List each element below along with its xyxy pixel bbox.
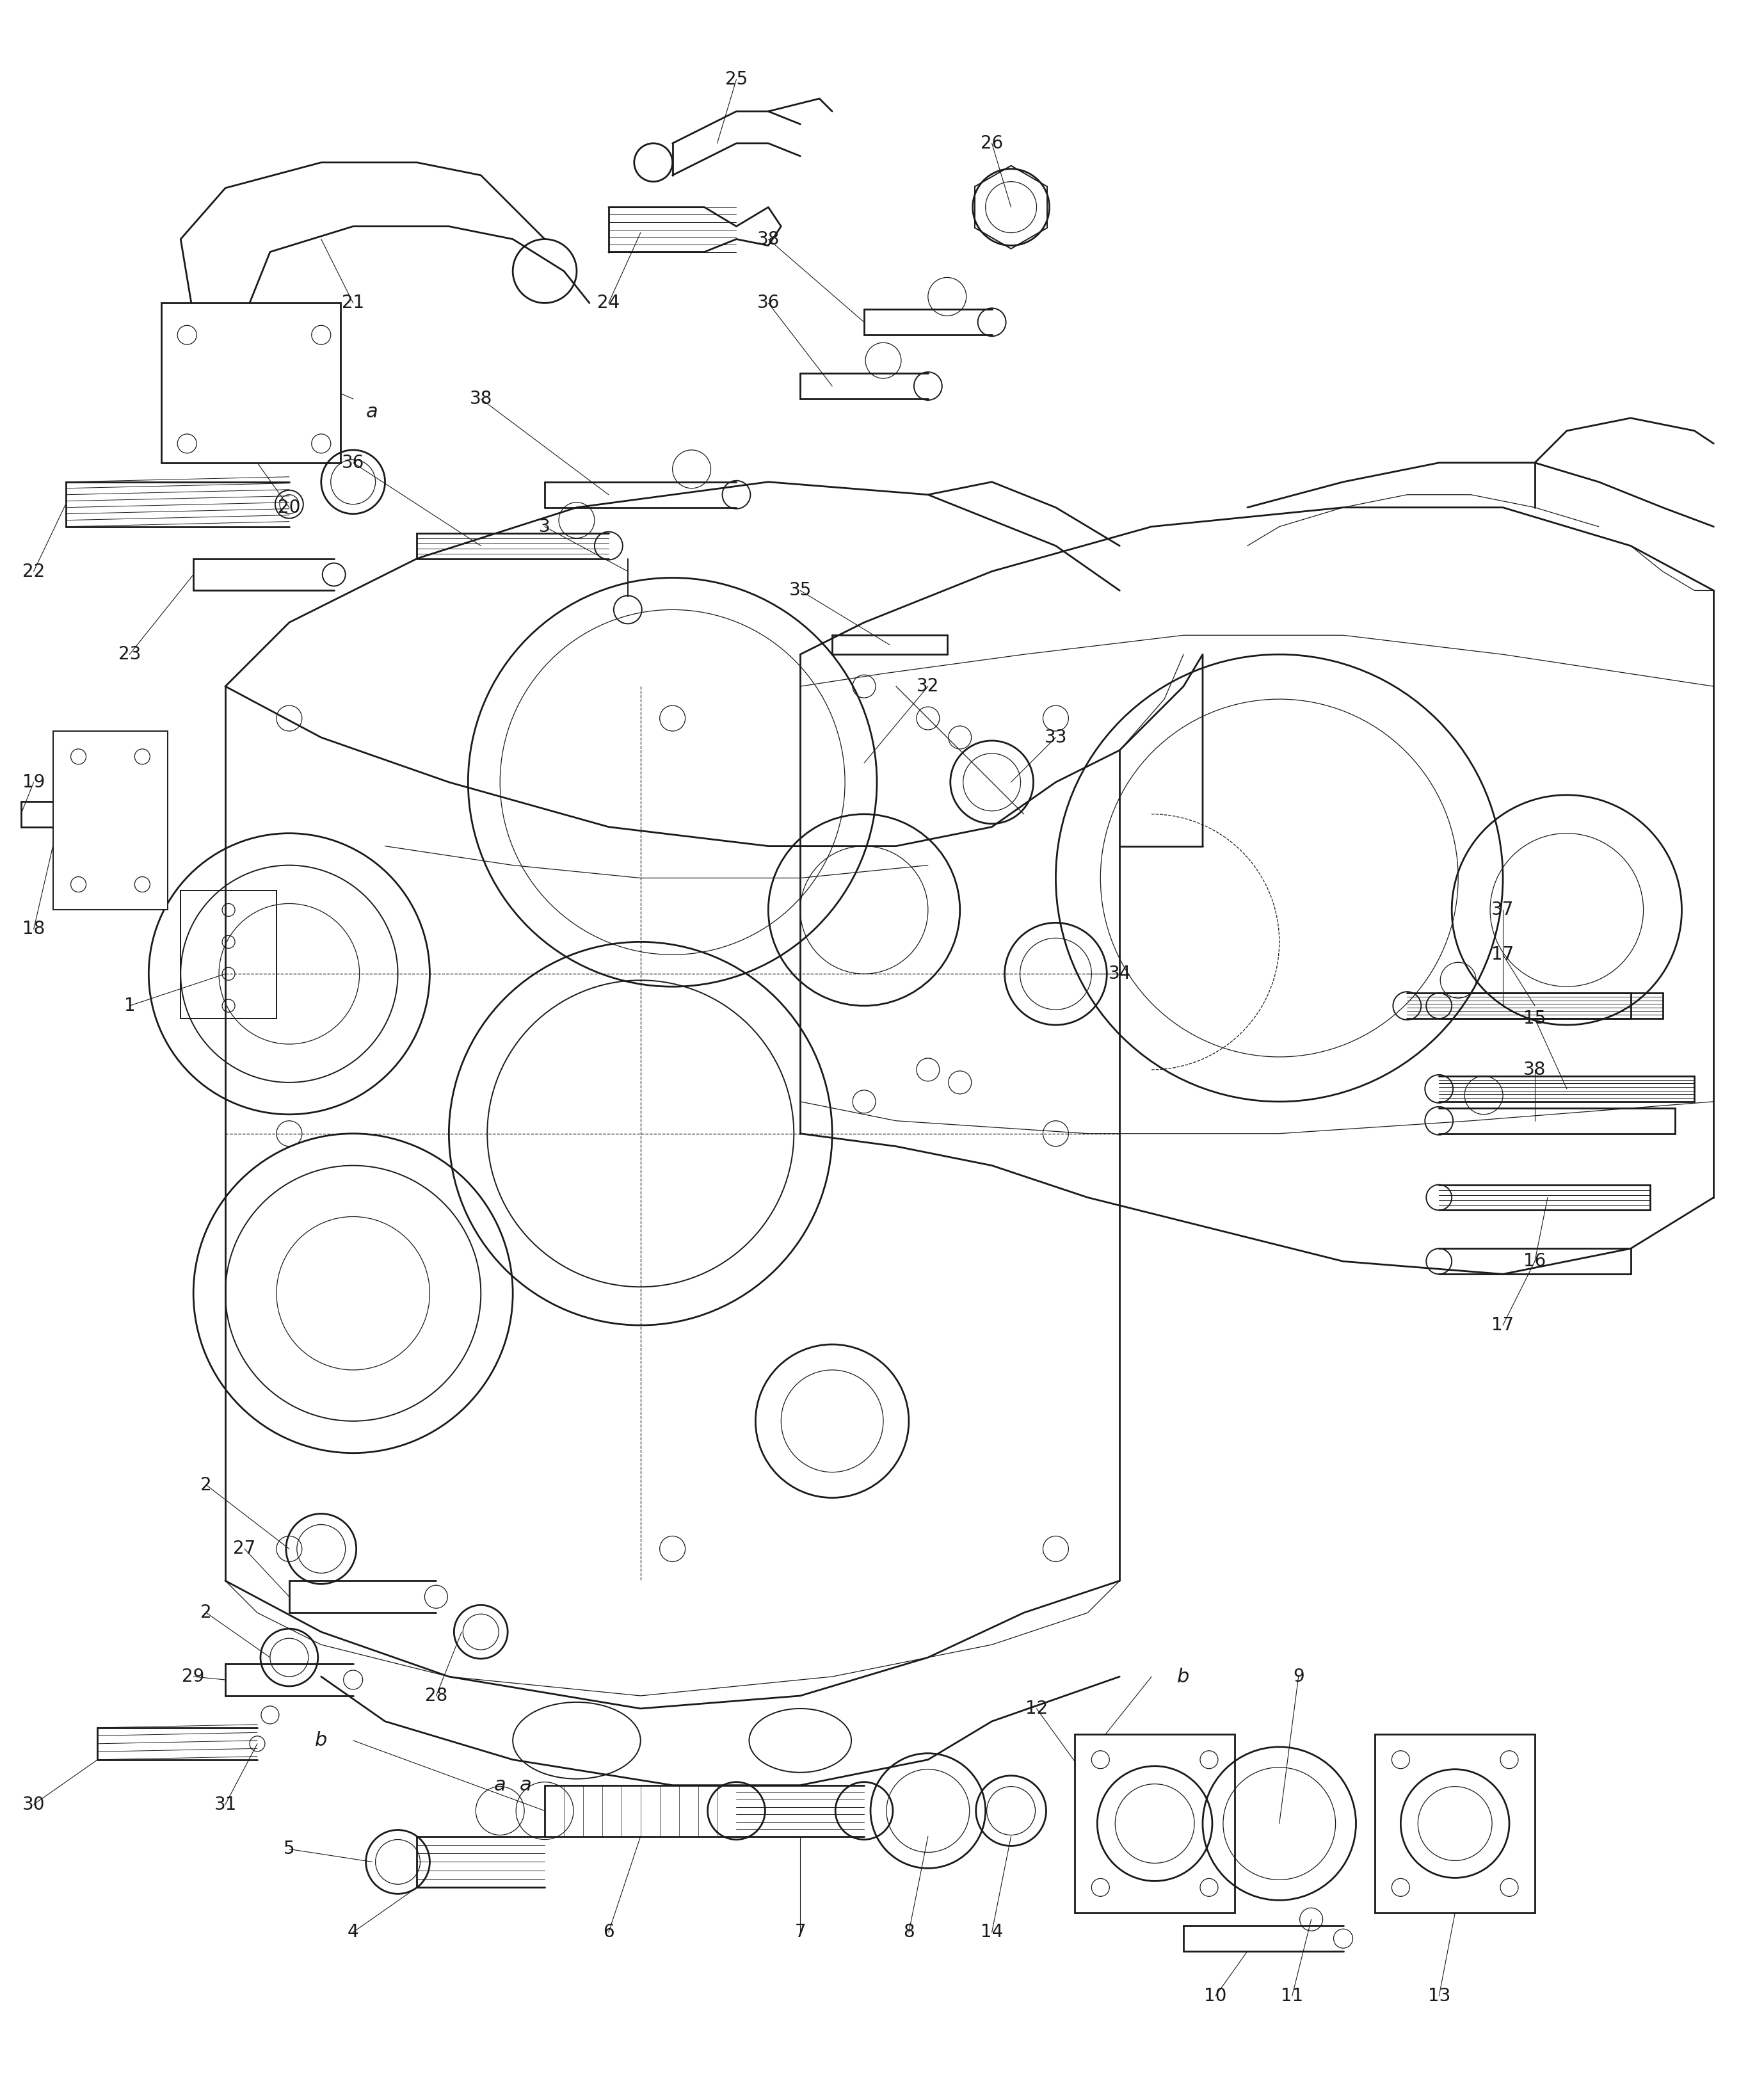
Text: 31: 31 bbox=[213, 1795, 236, 1813]
Text: 1: 1 bbox=[123, 997, 136, 1016]
Text: 16: 16 bbox=[1524, 1252, 1545, 1271]
Text: 14: 14 bbox=[981, 1922, 1004, 1941]
Text: 2: 2 bbox=[201, 1604, 212, 1621]
Text: 28: 28 bbox=[425, 1688, 448, 1705]
Bar bbox=[53, 731, 168, 911]
Text: 32: 32 bbox=[917, 676, 938, 695]
Text: 18: 18 bbox=[23, 919, 46, 938]
Text: 21: 21 bbox=[342, 293, 365, 312]
Text: 24: 24 bbox=[598, 293, 619, 312]
Text: 9: 9 bbox=[1293, 1667, 1304, 1686]
Text: 37: 37 bbox=[1492, 900, 1514, 919]
Text: 25: 25 bbox=[725, 71, 748, 88]
Text: 10: 10 bbox=[1205, 1987, 1226, 2006]
Text: 22: 22 bbox=[23, 563, 46, 580]
Text: 4: 4 bbox=[348, 1922, 358, 1941]
Text: 26: 26 bbox=[981, 134, 1004, 153]
Text: b: b bbox=[1177, 1667, 1189, 1686]
Text: a: a bbox=[494, 1776, 506, 1795]
Text: 11: 11 bbox=[1281, 1987, 1304, 2006]
Text: 36: 36 bbox=[342, 454, 365, 471]
Text: 20: 20 bbox=[279, 498, 300, 517]
Text: 23: 23 bbox=[118, 645, 141, 664]
Text: 33: 33 bbox=[1044, 729, 1067, 745]
Text: 17: 17 bbox=[1492, 1317, 1514, 1334]
Text: 38: 38 bbox=[1524, 1062, 1545, 1078]
Text: 8: 8 bbox=[903, 1922, 914, 1941]
Text: 15: 15 bbox=[1524, 1009, 1545, 1028]
Bar bbox=[162, 304, 340, 463]
Text: 30: 30 bbox=[23, 1795, 46, 1813]
Text: 3: 3 bbox=[540, 517, 550, 536]
Text: 7: 7 bbox=[794, 1922, 806, 1941]
Text: 34: 34 bbox=[1108, 965, 1131, 982]
Bar bbox=[180, 890, 277, 1018]
Text: 2: 2 bbox=[201, 1476, 212, 1493]
Text: 5: 5 bbox=[284, 1841, 295, 1857]
Text: 35: 35 bbox=[789, 582, 811, 599]
Text: 36: 36 bbox=[757, 293, 780, 312]
Text: 17: 17 bbox=[1492, 946, 1514, 963]
Text: 29: 29 bbox=[182, 1667, 205, 1686]
Text: 12: 12 bbox=[1025, 1700, 1048, 1717]
Text: 38: 38 bbox=[469, 389, 492, 408]
Text: 19: 19 bbox=[23, 773, 46, 792]
Bar bbox=[1074, 1734, 1235, 1914]
Text: 6: 6 bbox=[603, 1922, 614, 1941]
Bar bbox=[1376, 1734, 1535, 1914]
Text: 13: 13 bbox=[1427, 1987, 1450, 2006]
Text: 38: 38 bbox=[757, 230, 780, 247]
Text: a: a bbox=[520, 1776, 531, 1795]
Text: a: a bbox=[367, 402, 377, 421]
Text: b: b bbox=[316, 1732, 328, 1751]
Text: 27: 27 bbox=[233, 1539, 256, 1558]
